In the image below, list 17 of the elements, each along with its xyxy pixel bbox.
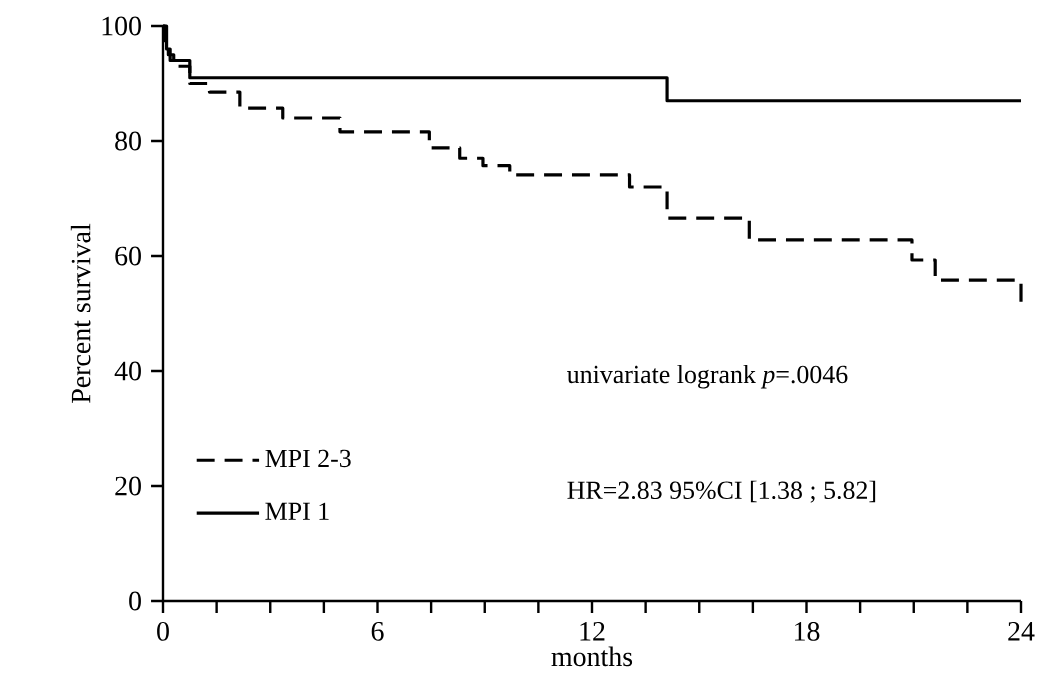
legend-label: MPI 1 (265, 502, 329, 520)
y-tick-label: 80 (115, 131, 141, 151)
x-axis-title: months (551, 646, 633, 667)
y-tick-label: 0 (129, 591, 141, 611)
annotation: HR=2.83 95%CI [1.38 ; 5.82] (567, 480, 876, 503)
y-tick-label: 20 (115, 476, 141, 496)
y-axis-title: Percent survival (70, 223, 91, 403)
legend-label: MPI 2-3 (265, 449, 351, 468)
x-tick-label: 24 (1008, 621, 1035, 641)
y-tick-label: 40 (114, 361, 141, 381)
x-tick-label: 18 (794, 621, 820, 641)
x-tick-label: 12 (580, 621, 605, 641)
y-tick-label: 60 (115, 246, 141, 266)
annotation: univariate logrank p=.0046 (567, 364, 848, 389)
y-tick-label: 100 (102, 16, 141, 36)
x-tick-label: 6 (371, 621, 384, 641)
x-tick-label: 0 (157, 621, 169, 641)
